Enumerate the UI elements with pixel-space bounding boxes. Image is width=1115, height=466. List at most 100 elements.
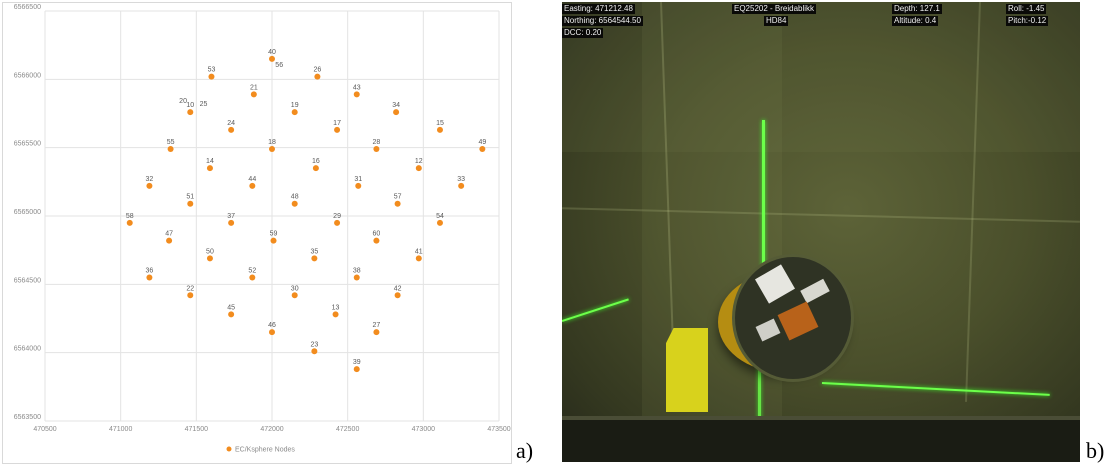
data-point-label: 39 [353,359,361,366]
laser-line-left [562,298,629,322]
data-point-label: 35 [310,248,318,255]
data-point [353,366,360,373]
depth-readout: Depth: 127.1 [892,4,942,14]
rov-frame-bar [562,420,1080,462]
data-point [311,255,318,262]
data-point-label: 12 [415,158,423,165]
data-point [167,146,174,153]
x-tick-label: 470500 [33,426,56,433]
data-point [206,165,213,172]
data-point [208,73,215,80]
data-point [393,109,400,116]
roll-readout: Roll: -1.45 [1006,4,1047,14]
data-point-label: 59 [270,231,278,238]
data-point-label: 26 [314,67,322,74]
data-point-label: 20 [179,98,187,105]
data-point-label: 41 [415,248,423,255]
data-point [334,126,341,133]
data-point [373,329,380,336]
data-point [146,274,153,281]
data-point-label: 24 [227,120,235,127]
data-point-label: 40 [268,49,276,56]
yellow-bracket [666,328,708,412]
data-point-label: 53 [208,67,216,74]
data-point [415,255,422,262]
data-point [311,348,318,355]
data-point [291,109,298,116]
data-point-label: 57 [394,194,402,201]
data-point [187,109,194,116]
northing-readout: Northing: 6564544.50 [562,16,643,26]
y-tick-label: 6565500 [14,141,41,148]
data-point [355,182,362,189]
data-point [228,311,235,318]
data-point-label: 23 [310,341,318,348]
data-point [228,219,235,226]
panel-label-a: a) [516,438,534,463]
data-point [270,237,277,244]
data-point [436,219,443,226]
data-point [334,219,341,226]
data-point [187,200,194,207]
data-point-label: 18 [268,139,276,146]
data-point-label: 37 [227,213,235,220]
data-point-label: 32 [146,176,154,183]
data-point-label: 15 [436,120,444,127]
data-point [187,292,194,299]
survey-title: EQ25202 - Breidablikk [732,4,817,14]
data-point-label: 29 [333,213,341,220]
x-tick-label: 471500 [185,426,208,433]
data-point [249,274,256,281]
data-point-label: 31 [354,176,362,183]
dcc-readout: DCC: 0.20 [562,28,604,38]
panel-label-b: b) [1086,438,1105,463]
x-tick-label: 473500 [487,426,510,433]
scatter-chart-panel: 470500 471000 471500 472000 472500 473000 4735… [2,2,512,464]
rov-frame-edge [562,416,1080,420]
data-point-label: 22 [186,285,194,292]
data-point-label: 45 [227,304,235,311]
altitude-readout: Altitude: 0.4 [892,16,939,26]
data-point-label: 28 [373,139,381,146]
data-point [415,165,422,172]
y-tick-label: 6566500 [14,4,41,11]
data-point-label: 50 [206,248,214,255]
laser-line-vertical-upper [762,120,765,270]
data-point [479,146,486,153]
data-point-label: 25 [200,101,208,108]
y-tick-label: 6564500 [14,277,41,284]
y-tick-label: 6565000 [14,209,41,216]
data-point [126,219,133,226]
data-point-label: 19 [291,102,299,109]
data-point [291,292,298,299]
data-point [332,311,339,318]
data-point-label: 14 [206,158,214,165]
pitch-readout: Pitch:-0.12 [1006,16,1049,26]
data-point-label: 13 [332,304,340,311]
data-point-label: 34 [392,102,400,109]
data-point-label: 54 [436,213,444,220]
data-point-label: 58 [126,213,134,220]
data-point [228,126,235,133]
data-point-label: 46 [268,322,276,329]
legend-label: EC/Ksphere Nodes [235,447,295,454]
data-point [206,255,213,262]
data-point-label: 30 [291,285,299,292]
datum-readout: HD84 [764,16,789,26]
x-tick-label: 472500 [336,426,359,433]
data-point-label: 44 [248,176,256,183]
data-point [353,91,360,98]
data-point [373,146,380,153]
data-point [146,182,153,189]
y-tick-label: 6563500 [14,414,41,421]
data-point-label: 51 [186,194,194,201]
data-point [269,146,275,153]
data-point-label: 17 [333,120,341,127]
x-tick-label: 471000 [109,426,132,433]
data-point [458,182,465,189]
data-point-label: 27 [373,322,381,329]
data-point-label: 10 [186,102,194,109]
data-point [314,73,321,80]
data-point-label: 42 [394,285,402,292]
data-point-label: 60 [373,231,381,238]
